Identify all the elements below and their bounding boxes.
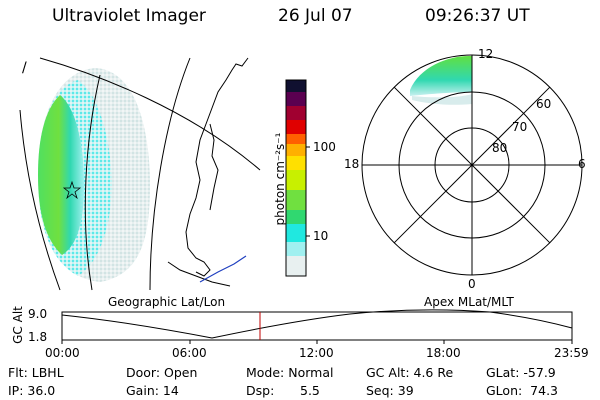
info-glat: GLat: -57.9: [486, 365, 556, 380]
mlt-label-0: 0: [468, 277, 476, 291]
mlat-label-60: 60: [536, 97, 552, 111]
info-door: Door: Open: [126, 365, 198, 380]
info-dsp-value: 5.5: [300, 383, 320, 398]
time-tick-1800: 18:00: [426, 346, 461, 360]
app-title: Ultraviolet Imager: [52, 6, 206, 26]
mlat-label-70: 70: [512, 120, 528, 134]
info-glon: GLon: 74.3: [486, 383, 558, 398]
altitude-axis-title: GC Alt: [11, 306, 25, 344]
track-marker: /: [22, 60, 27, 76]
geographic-map: [19, 57, 261, 291]
polar-plot: [361, 54, 583, 276]
info-seq: Seq: 39: [366, 383, 414, 398]
grid-line-lon-1: [84, 74, 101, 291]
satellite-star-icon: [62, 180, 82, 200]
mlt-label-18: 18: [344, 157, 360, 171]
time-tick-2359: 23:59: [554, 346, 589, 360]
colorbar-tick-100: 100: [313, 140, 336, 154]
grid-line-lat: [39, 57, 261, 171]
mlat-label-80: 80: [492, 141, 508, 155]
colorbar-unit-label: photon cm⁻²s⁻¹: [273, 132, 287, 226]
coastline: [185, 57, 249, 277]
colorbar-tick-10: 10: [313, 229, 329, 243]
info-filter: Flt: LBHL: [8, 365, 64, 380]
info-ip: IP: 36.0: [8, 383, 56, 398]
header-date: 26 Jul 07: [278, 6, 353, 26]
mlt-label-12: 12: [478, 47, 494, 61]
info-gc-alt: GC Alt: 4.6 Re: [366, 365, 454, 380]
polar-aurora: [410, 55, 472, 96]
coastline-south: [167, 261, 231, 287]
altitude-tick-high: 9.0: [28, 307, 48, 321]
time-tick-1200: 12:00: [299, 346, 334, 360]
blue-boundary: [199, 255, 247, 283]
time-tick-0600: 06:00: [172, 346, 207, 360]
info-dsp-label: Dsp:: [246, 383, 275, 398]
grid-line-lon-3: [19, 109, 61, 291]
info-gain: Gain: 14: [126, 383, 179, 398]
coastline-east: [209, 123, 219, 211]
altitude-tick-low: 1.8: [28, 330, 48, 344]
time-tick-0000: 00:00: [45, 346, 80, 360]
grid-line-lon-2: [149, 57, 191, 291]
altitude-curve: [61, 309, 573, 339]
header-time: 09:26:37 UT: [425, 6, 530, 26]
geographic-caption: Geographic Lat/Lon: [108, 295, 226, 309]
info-mode: Mode: Normal: [246, 365, 334, 380]
colorbar: [285, 79, 310, 277]
polar-caption: Apex MLat/MLT: [424, 295, 514, 309]
aurora-oval-green: [38, 95, 84, 255]
altitude-strip: [61, 309, 573, 344]
mlt-label-6: 6: [578, 157, 586, 171]
